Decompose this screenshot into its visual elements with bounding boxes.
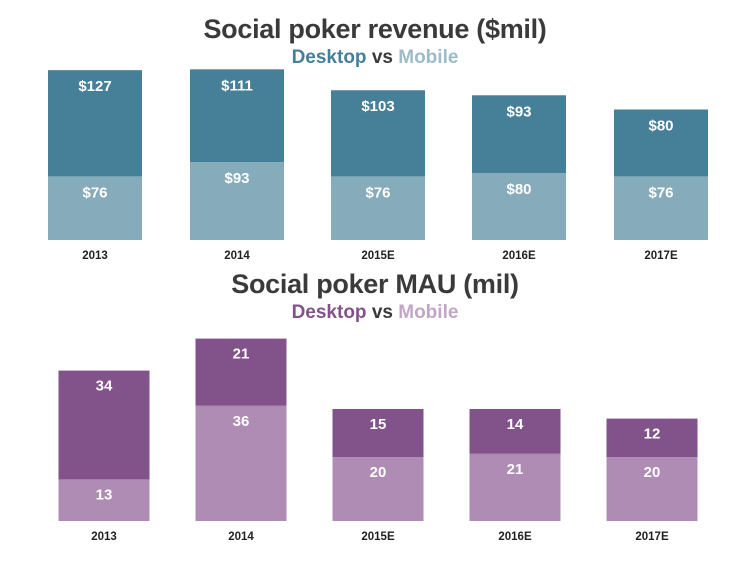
mau-label-desktop-2017E: 12 xyxy=(644,426,661,443)
revenue-chart-subtitle: Desktop vs Mobile xyxy=(0,47,750,69)
mau-label-mobile-2016E: 21 xyxy=(507,461,524,478)
revenue-tick-label-2017E: 2017E xyxy=(644,250,678,262)
mau-label-mobile-2017E: 20 xyxy=(644,464,661,481)
mau-bar-desktop-2013 xyxy=(58,370,150,480)
mau-chart-title: Social poker MAU (mil) xyxy=(231,269,519,299)
revenue-chart-title: Social poker revenue ($mil) xyxy=(203,14,547,44)
revenue-subtitle-vs: vs xyxy=(371,47,393,68)
revenue-subtitle-desktop: Desktop xyxy=(291,47,367,68)
mau-bar-mobile-2014 xyxy=(195,405,287,521)
revenue-label-mobile-2013: $76 xyxy=(82,184,107,201)
mau-bar-mobile-2015E xyxy=(332,457,424,521)
mau-tick-label-2017E: 2017E xyxy=(635,531,669,543)
mau-subtitle-mobile: Mobile xyxy=(398,302,459,323)
mau-label-desktop-2015E: 15 xyxy=(370,416,387,433)
revenue-label-mobile-2015E: $76 xyxy=(365,184,390,201)
revenue-label-desktop-2013: $127 xyxy=(78,78,111,95)
mau-tick-label-2013: 2013 xyxy=(91,531,117,543)
revenue-tick-label-2016E: 2016E xyxy=(502,250,536,262)
mau-label-mobile-2015E: 20 xyxy=(370,464,387,481)
mau-bar-desktop-2016E xyxy=(469,409,561,454)
mau-bar-mobile-2016E xyxy=(469,453,561,521)
revenue-bar-desktop-2016E xyxy=(472,95,566,174)
revenue-bar-mobile-2013 xyxy=(48,176,142,240)
revenue-label-desktop-2017E: $80 xyxy=(648,117,673,134)
revenue-subtitle-mobile: Mobile xyxy=(398,47,459,68)
revenue-label-mobile-2014: $93 xyxy=(224,170,249,187)
revenue-tick-label-2014: 2014 xyxy=(224,250,250,262)
mau-label-desktop-2016E: 14 xyxy=(507,416,524,433)
revenue-bar-mobile-2017E xyxy=(614,176,708,240)
mau-tick-label-2014: 2014 xyxy=(228,531,254,543)
revenue-tick-label-2013: 2013 xyxy=(82,250,108,262)
revenue-label-desktop-2016E: $93 xyxy=(506,103,531,120)
revenue-bar-mobile-2015E xyxy=(331,176,425,240)
revenue-bar-desktop-2015E xyxy=(331,90,425,177)
mau-bar-mobile-2017E xyxy=(606,457,698,521)
revenue-bar-mobile-2016E xyxy=(472,173,566,240)
revenue-bar-desktop-2017E xyxy=(614,109,708,177)
mau-subtitle-desktop: Desktop xyxy=(291,302,367,323)
revenue-tick-label-2015E: 2015E xyxy=(361,250,395,262)
revenue-label-desktop-2015E: $103 xyxy=(361,98,394,115)
mau-label-mobile-2013: 13 xyxy=(96,486,113,503)
mau-label-desktop-2013: 34 xyxy=(96,378,113,395)
mau-bar-desktop-2015E xyxy=(332,409,424,457)
revenue-label-mobile-2017E: $76 xyxy=(648,184,673,201)
mau-bar-mobile-2013 xyxy=(58,479,150,521)
mau-label-mobile-2014: 36 xyxy=(233,413,250,430)
mau-chart-subtitle: Desktop vs Mobile xyxy=(0,302,750,324)
revenue-bar-desktop-2013 xyxy=(48,70,142,177)
revenue-label-mobile-2016E: $80 xyxy=(506,181,531,198)
mau-label-desktop-2014: 21 xyxy=(233,346,250,363)
mau-bar-desktop-2014 xyxy=(195,338,287,406)
revenue-bar-desktop-2014 xyxy=(190,69,284,163)
mau-tick-label-2016E: 2016E xyxy=(498,531,532,543)
mau-subtitle-vs: vs xyxy=(371,302,393,323)
revenue-bar-mobile-2014 xyxy=(190,162,284,240)
mau-tick-label-2015E: 2015E xyxy=(361,531,395,543)
mau-bar-desktop-2017E xyxy=(606,418,698,457)
revenue-label-desktop-2014: $111 xyxy=(221,77,253,94)
